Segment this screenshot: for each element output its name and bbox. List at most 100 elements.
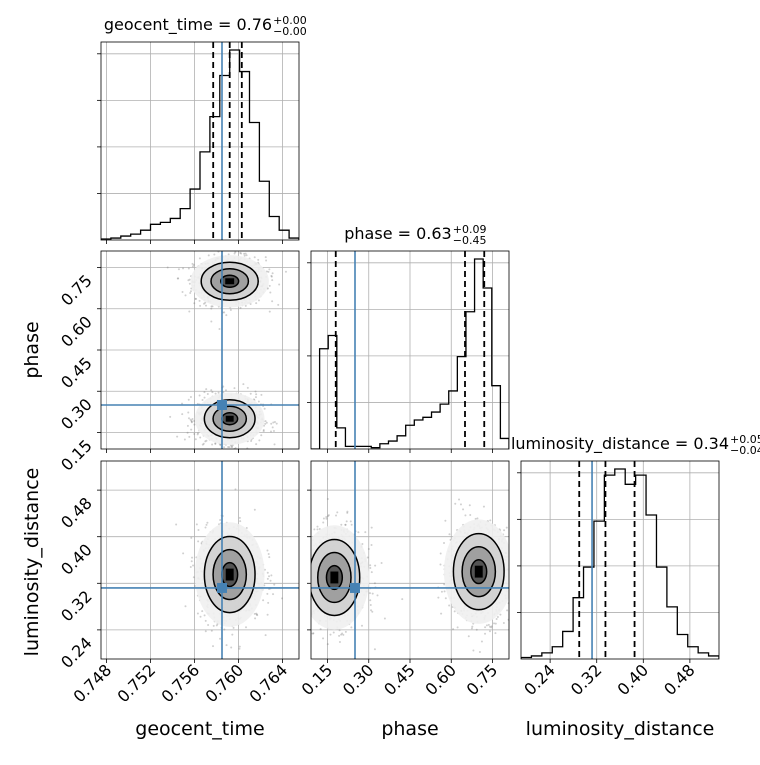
scatter-point — [239, 520, 242, 523]
scatter-point — [254, 617, 257, 620]
scatter-point — [360, 624, 363, 627]
scatter-point — [344, 523, 347, 526]
scatter-point — [206, 392, 209, 395]
scatter-point — [475, 628, 478, 631]
scatter-point — [196, 612, 199, 615]
scatter-point — [272, 430, 275, 433]
scatter-point — [206, 521, 209, 524]
scatter-point — [300, 603, 302, 605]
scatter-point — [210, 629, 213, 632]
scatter-point — [471, 625, 474, 628]
scatter-point — [181, 413, 184, 416]
scatter-point — [270, 422, 273, 425]
scatter-point — [202, 302, 205, 305]
scatter-point — [239, 306, 242, 309]
scatter-point — [268, 575, 271, 578]
scatter-point — [210, 389, 213, 392]
scatter-point — [340, 523, 343, 526]
scatter-point — [194, 438, 197, 441]
scatter-point — [496, 615, 499, 618]
x-tick-label: 0.15 — [298, 660, 337, 699]
scatter-point — [195, 523, 198, 526]
scatter-point — [227, 253, 230, 256]
scatter-point — [335, 514, 338, 517]
scatter-point — [230, 446, 233, 449]
x-tick-label: 0.48 — [660, 660, 699, 699]
panel-title-phase: phase = 0.63 — [344, 224, 451, 243]
truth-marker — [217, 400, 227, 410]
x-tick-label: 0.24 — [520, 660, 559, 699]
contour-line — [452, 532, 505, 611]
contour-line — [220, 274, 240, 288]
scatter-point — [194, 297, 197, 300]
scatter-point — [255, 302, 258, 305]
scatter-point — [196, 433, 199, 436]
scatter-point — [204, 630, 207, 633]
x-tick-label: 0.764 — [245, 660, 291, 706]
y-axis-title-luminosity_distance: luminosity_distance — [21, 468, 43, 657]
title-plus: +0.05 — [730, 433, 760, 446]
scatter-point — [511, 564, 513, 566]
scatter-point — [490, 626, 493, 629]
scatter-point — [327, 515, 330, 518]
scatter-point — [371, 610, 374, 613]
scatter-point — [207, 254, 210, 257]
scatter-point — [374, 564, 377, 567]
scatter-point — [203, 396, 206, 399]
scatter-point — [510, 577, 512, 579]
scatter-point — [511, 609, 513, 611]
scatter-point — [205, 304, 208, 307]
scatter-point — [269, 579, 272, 582]
scatter-point — [233, 387, 236, 390]
scatter-point — [176, 277, 179, 280]
scatter-point — [458, 498, 461, 501]
y-tick-label: 0.45 — [57, 353, 96, 392]
scatter-point — [515, 577, 517, 579]
scatter-point — [305, 557, 307, 559]
scatter-point — [249, 392, 252, 395]
scatter-point — [271, 272, 274, 275]
scatter-point — [319, 628, 322, 631]
scatter-point — [190, 421, 193, 424]
scatter-point — [198, 257, 201, 260]
scatter-point — [189, 291, 192, 294]
scatter-point — [366, 556, 369, 559]
scatter-point — [181, 290, 184, 293]
scatter-point — [308, 568, 310, 570]
scatter-point — [490, 625, 493, 628]
scatter-point — [190, 287, 193, 290]
scatter-point — [225, 644, 228, 647]
scatter-point — [193, 420, 196, 423]
scatter-point — [181, 402, 184, 405]
scatter-point — [224, 389, 227, 392]
scatter-point — [230, 445, 233, 448]
y-tick-label: 0.48 — [57, 494, 96, 533]
scatter-point — [268, 284, 271, 287]
scatter-point — [197, 540, 200, 543]
scatter-point — [369, 603, 372, 606]
scatter-point — [325, 515, 328, 518]
scatter-point — [213, 253, 216, 256]
scatter-point — [516, 539, 518, 541]
scatter-point — [290, 599, 292, 601]
scatter-point — [245, 254, 248, 257]
panel-title-geocent_time: geocent_time = 0.76 — [104, 15, 272, 35]
scatter-point — [308, 588, 310, 590]
scatter-point — [197, 432, 200, 435]
panel-content — [101, 461, 299, 659]
scatter-point — [211, 305, 214, 308]
scatter-point — [506, 609, 509, 612]
scatter-point — [270, 574, 273, 577]
scatter-point — [295, 559, 297, 561]
scatter-point — [271, 279, 274, 282]
title-plus: +0.09 — [453, 223, 487, 236]
scatter-point — [294, 584, 296, 586]
scatter-point — [255, 613, 258, 616]
scatter-point — [503, 529, 506, 532]
scatter-point — [190, 419, 193, 422]
scatter-point — [327, 514, 330, 517]
scatter-point — [193, 585, 196, 588]
scatter-point — [214, 442, 217, 445]
scatter-point — [267, 552, 270, 555]
